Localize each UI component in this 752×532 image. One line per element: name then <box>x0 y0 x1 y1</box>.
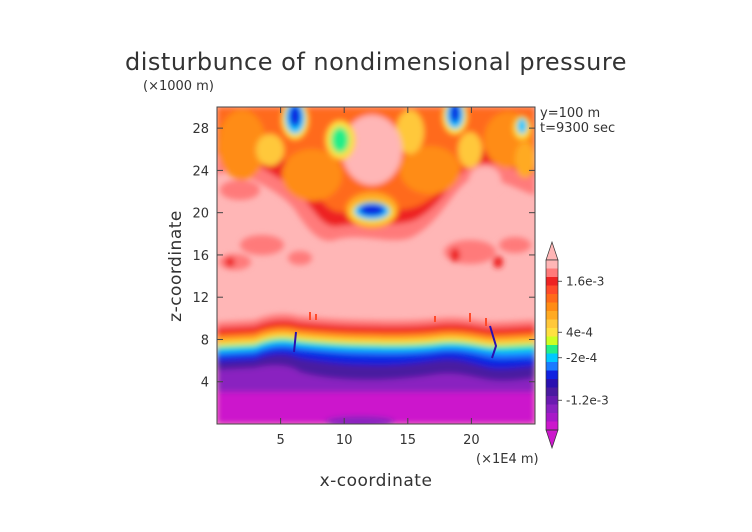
y-tick-label: 20 <box>192 207 209 222</box>
colorbar-swatch <box>546 260 558 269</box>
colorbar-swatch <box>546 311 558 320</box>
x-tick-label: 10 <box>336 433 353 448</box>
colorbar-label: 4e-4 <box>566 325 593 339</box>
y-tick-label: 16 <box>192 249 209 264</box>
colorbar-lower-arrow <box>545 429 559 450</box>
colorbar-swatch <box>546 328 558 337</box>
colorbar-swatch <box>546 404 558 414</box>
x-tick-label: 5 <box>276 433 284 448</box>
y-axis: 4 8 12 16 20 24 28 <box>192 122 535 391</box>
colorbar-swatch <box>546 268 558 278</box>
plot-frame <box>216 106 536 425</box>
y-unit-label: (×1000 m) <box>143 79 214 94</box>
colorbar-swatch <box>546 396 558 405</box>
y-tick-label: 12 <box>192 291 209 306</box>
colorbar-swatch <box>546 294 558 303</box>
colorbar-swatch <box>546 387 558 397</box>
colorbar-swatch <box>546 421 558 431</box>
y-tick-label: 24 <box>192 164 209 179</box>
colorbar-swatch <box>546 277 558 286</box>
colorbar <box>545 240 559 450</box>
colorbar-swatch <box>546 413 558 422</box>
x-tick-label: 15 <box>400 433 417 448</box>
colorbar-swatch <box>546 353 558 363</box>
colorbar-label: 1.6e-3 <box>566 274 604 288</box>
colorbar-swatch <box>546 362 558 371</box>
colorbar-swatch <box>546 336 558 346</box>
x-axis-label: x-coordinate <box>320 471 433 491</box>
y-axis-label: z-coordinate <box>166 210 186 322</box>
y-tick-label: 8 <box>201 333 209 348</box>
colorbar-labels: 1.6e-3 4e-4 -2e-4 -1.2e-3 <box>558 274 609 407</box>
y-tick-label: 28 <box>192 122 209 137</box>
colorbar-upper-arrow <box>545 240 559 261</box>
colorbar-swatch <box>546 319 558 329</box>
annotation-y: y=100 m <box>540 106 600 121</box>
chart-title: disturbunce of nondimensional pressure <box>125 48 627 76</box>
x-tick-label: 20 <box>463 433 480 448</box>
colorbar-swatch <box>546 379 558 388</box>
colorbar-swatch <box>546 302 558 312</box>
heatmap-field <box>217 107 535 424</box>
x-unit-label: (×1E4 m) <box>476 452 539 467</box>
colorbar-swatch <box>546 345 558 354</box>
x-axis: 5 10 15 20 <box>276 107 480 448</box>
y-tick-label: 4 <box>201 376 209 391</box>
colorbar-label: -2e-4 <box>566 351 597 365</box>
colorbar-swatch <box>546 285 558 295</box>
colorbar-swatch <box>546 370 558 380</box>
colorbar-label: -1.2e-3 <box>566 393 609 407</box>
annotation-time: t=9300 sec <box>540 121 615 136</box>
